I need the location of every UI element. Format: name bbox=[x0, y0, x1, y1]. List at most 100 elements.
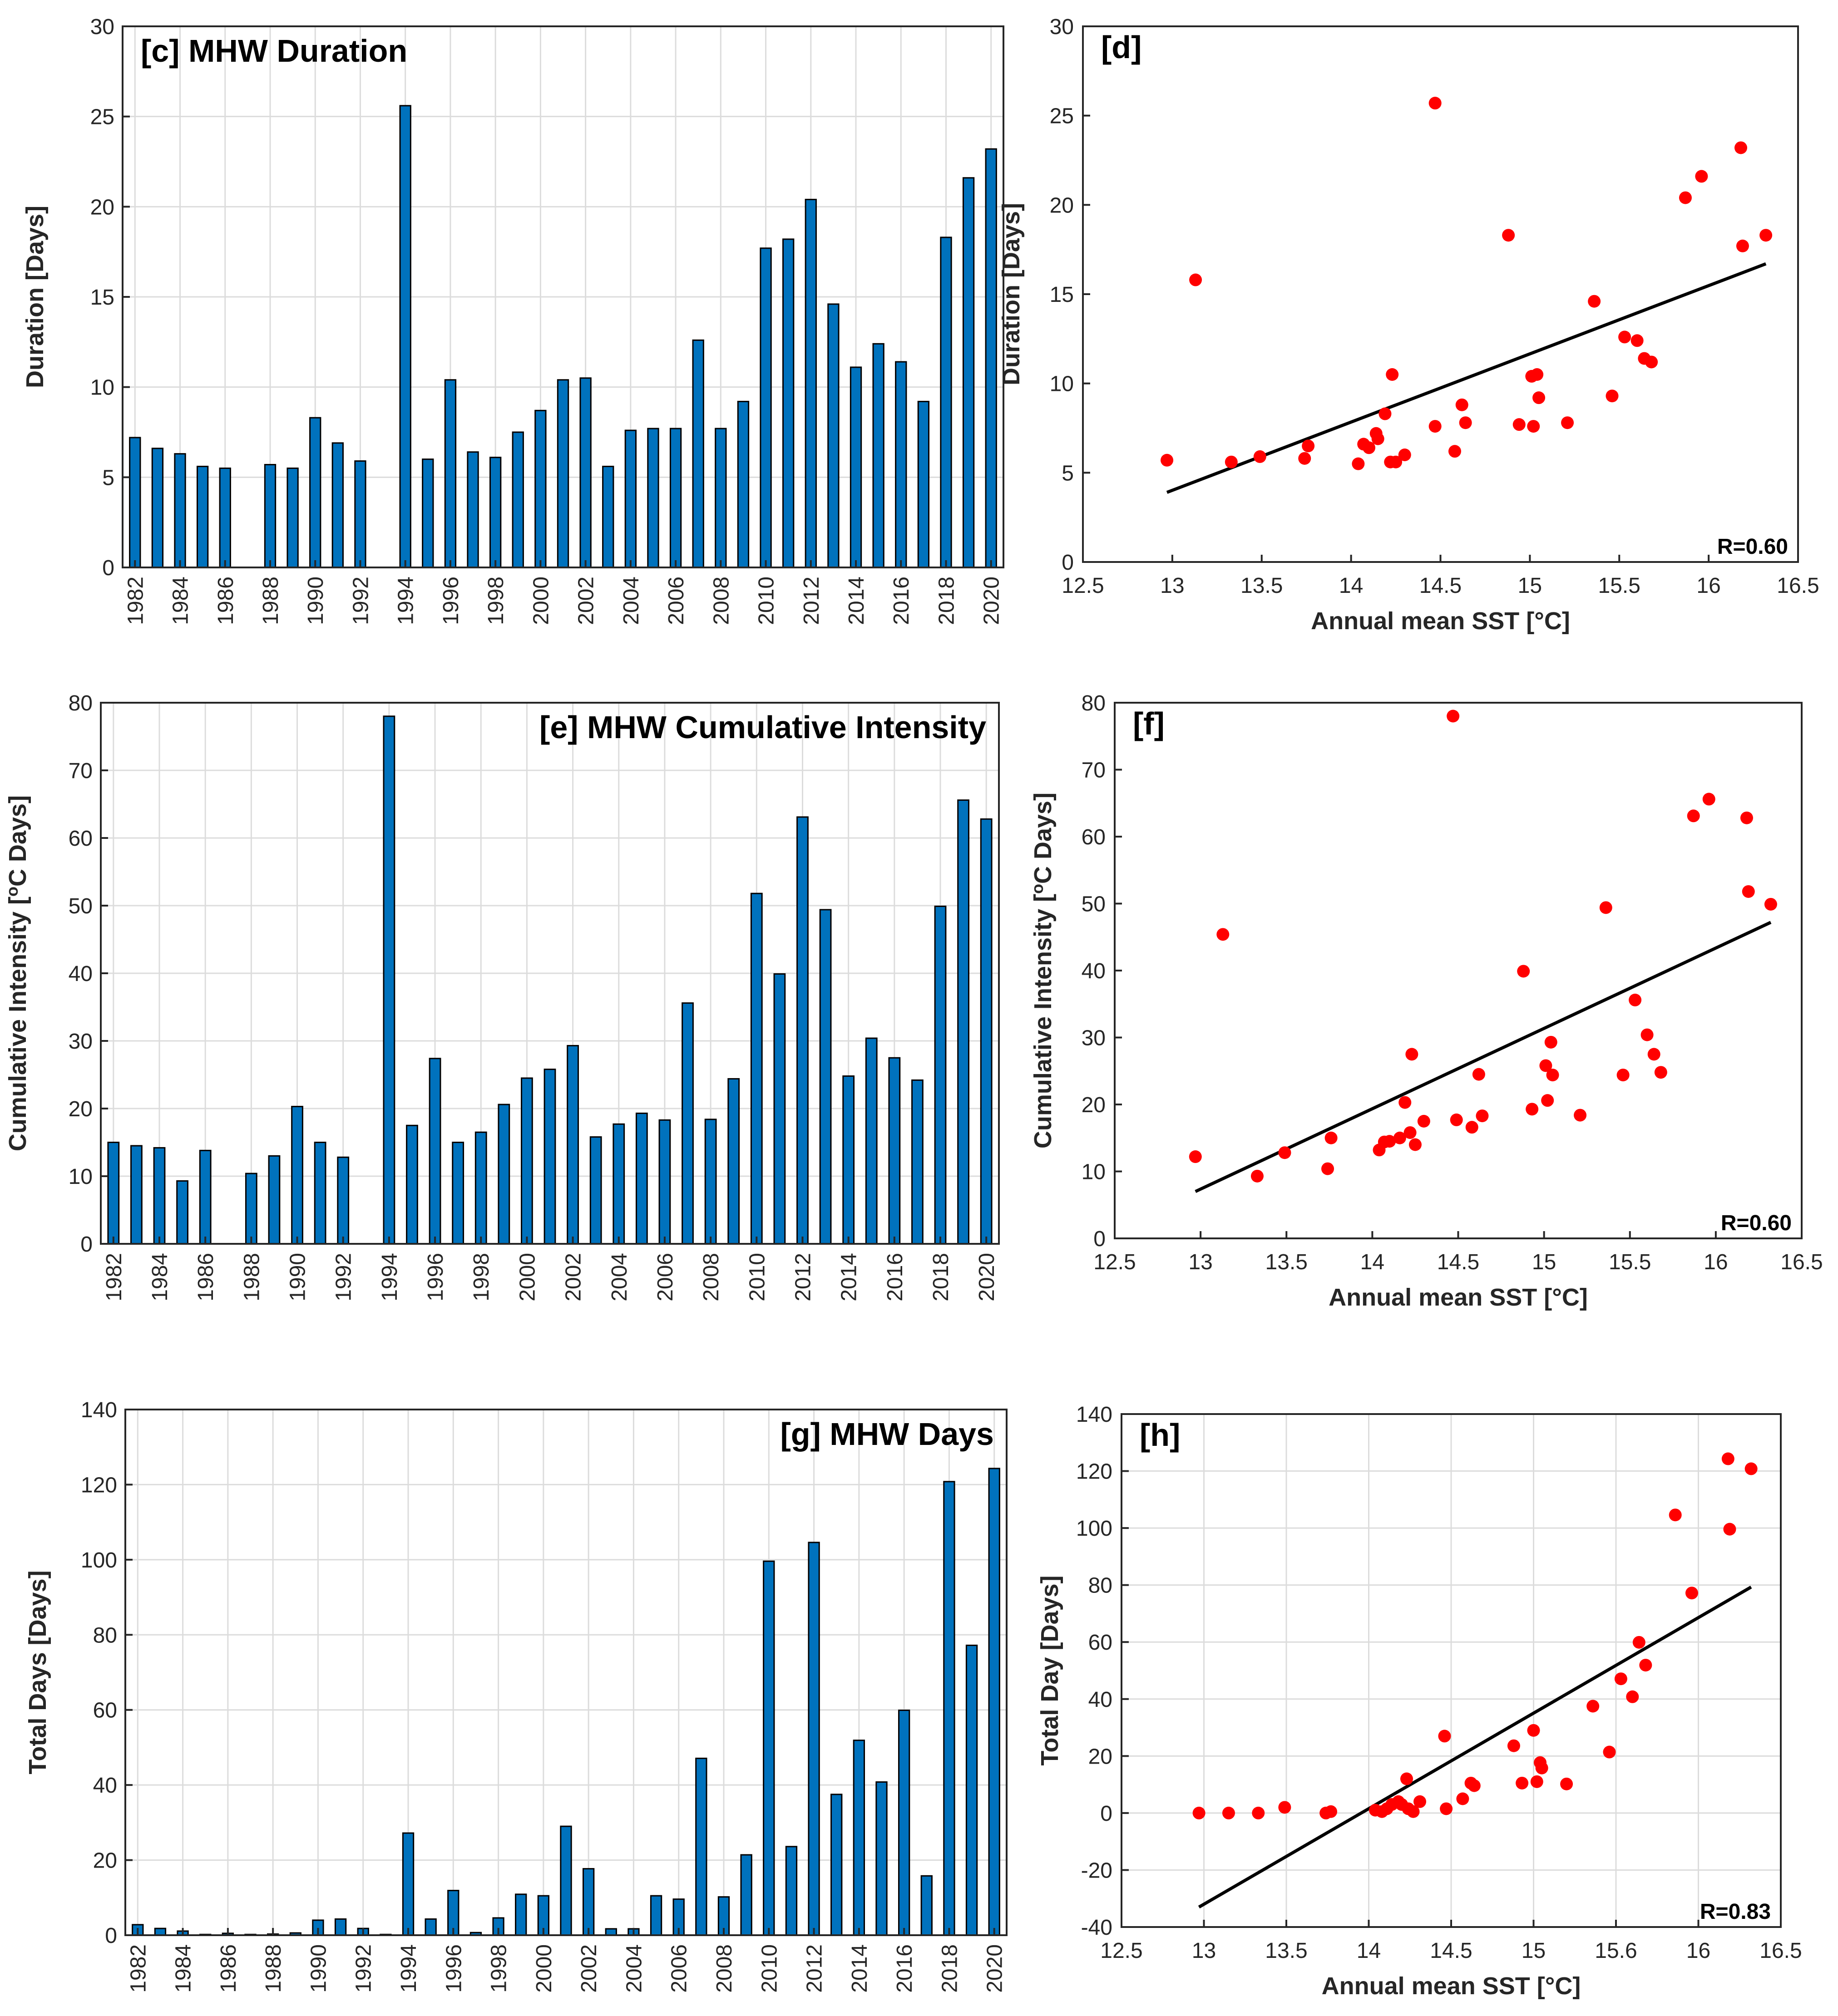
x-tick-label: 1986 bbox=[194, 1253, 218, 1301]
chart-title: [h] bbox=[1140, 1417, 1180, 1453]
data-point-1 bbox=[1161, 453, 1174, 467]
correlation-annotation: R=0.60 bbox=[1717, 535, 1788, 559]
y-tick-label: 15 bbox=[90, 286, 114, 310]
x-tick-label: 2020 bbox=[983, 1944, 1007, 1993]
data-point-4 bbox=[1253, 450, 1266, 463]
x-tick-label: 2008 bbox=[712, 1944, 736, 1993]
x-tick-label: 2004 bbox=[619, 577, 643, 625]
chart-g: 0 20 40 60 80 100 120 140 1982 1984 1986 1988 1990 19… bbox=[81, 1398, 1008, 1993]
x-tick-label: 2006 bbox=[653, 1253, 677, 1301]
data-point-31 bbox=[1618, 330, 1631, 344]
data-point-24 bbox=[1541, 1094, 1554, 1107]
x-tick-label: 2018 bbox=[938, 1944, 962, 1993]
bar-1998 bbox=[474, 1131, 487, 1245]
bar-2014 bbox=[850, 366, 862, 568]
x-tick-label: 15.5 bbox=[1609, 1250, 1651, 1274]
data-point-32 bbox=[1630, 334, 1644, 347]
bar-2003 bbox=[589, 1136, 602, 1245]
y-tick-label: 30 bbox=[69, 1030, 93, 1054]
data-point-39 bbox=[1759, 229, 1773, 242]
x-tick-label: 12.5 bbox=[1100, 1939, 1142, 1963]
bar-2000 bbox=[534, 409, 547, 568]
data-point-14 bbox=[1386, 368, 1399, 381]
x-tick-label: 2008 bbox=[709, 577, 733, 625]
bar-2010 bbox=[763, 1560, 775, 1936]
x-tick-label: 2002 bbox=[562, 1253, 586, 1301]
data-point-38 bbox=[1764, 897, 1777, 911]
x-tick-label: 1996 bbox=[442, 1944, 466, 1993]
x-axis-label: Annual mean SST [°C] bbox=[1329, 1284, 1588, 1311]
x-tick-label: 2010 bbox=[757, 1944, 781, 1993]
x-tick-label: 2016 bbox=[889, 577, 914, 625]
x-tick-label: 13 bbox=[1192, 1939, 1216, 1963]
data-point-1 bbox=[1189, 1150, 1202, 1163]
x-tick-label: 2014 bbox=[848, 1944, 872, 1993]
bar-2003 bbox=[605, 1928, 617, 1936]
x-tick-label: 16.5 bbox=[1759, 1939, 1802, 1963]
x-tick-label: 2006 bbox=[667, 1944, 692, 1993]
x-tick-label: 1988 bbox=[259, 577, 283, 625]
data-point-6 bbox=[1324, 1131, 1338, 1144]
bar-1989 bbox=[268, 1155, 281, 1245]
x-tick-label: 2020 bbox=[980, 577, 1004, 625]
chart-title: [d] bbox=[1101, 30, 1141, 65]
regression-line bbox=[1166, 262, 1767, 494]
x-tick-label: 1992 bbox=[332, 1253, 356, 1301]
data-point-34 bbox=[1645, 355, 1658, 369]
bar-2010 bbox=[750, 892, 763, 1245]
bar-1989 bbox=[287, 467, 299, 568]
x-tick-label: 2004 bbox=[622, 1944, 646, 1993]
x-tick-label: 1998 bbox=[469, 1253, 494, 1301]
bar-1990 bbox=[291, 1106, 303, 1245]
y-axis-label-text: Total Day [Days] bbox=[1036, 1575, 1063, 1765]
data-point-33 bbox=[1632, 1636, 1645, 1649]
data-point-15 bbox=[1389, 455, 1403, 468]
y-tick-label: 60 bbox=[69, 827, 93, 851]
bar-2017 bbox=[911, 1079, 924, 1245]
bar-2019 bbox=[957, 799, 969, 1245]
bar-2008 bbox=[715, 428, 727, 568]
x-axis-label: Annual mean SST [°C] bbox=[1311, 607, 1570, 635]
y-tick-label: -40 bbox=[1081, 1916, 1112, 1940]
data-point-4 bbox=[1278, 1801, 1291, 1814]
x-tick-label: 1994 bbox=[394, 577, 418, 625]
regression-line bbox=[1198, 1586, 1752, 1909]
bar-2005 bbox=[647, 428, 659, 568]
bar-2016 bbox=[898, 1710, 910, 1936]
bar-1996 bbox=[429, 1058, 441, 1245]
data-point-32 bbox=[1626, 1690, 1639, 1703]
bar-2014 bbox=[853, 1740, 865, 1936]
y-tick-label: 20 bbox=[93, 1849, 117, 1873]
x-tick-label: 14 bbox=[1339, 574, 1363, 598]
bar-1984 bbox=[153, 1147, 166, 1245]
x-tick-label: 14 bbox=[1357, 1939, 1381, 1963]
data-point-22 bbox=[1526, 1103, 1539, 1116]
x-tick-label: 1988 bbox=[262, 1944, 286, 1993]
bar-1995 bbox=[422, 458, 434, 568]
data-point-25 bbox=[1544, 1035, 1557, 1049]
y-axis-label: Duration [Days] bbox=[998, 203, 1025, 385]
bar-2018 bbox=[934, 905, 947, 1245]
data-point-37 bbox=[1742, 885, 1755, 898]
bar-1994 bbox=[383, 715, 395, 1245]
bar-2007 bbox=[692, 339, 704, 568]
data-point-36 bbox=[1685, 1587, 1698, 1600]
data-point-27 bbox=[1535, 1761, 1548, 1774]
data-point-10 bbox=[1393, 1131, 1406, 1144]
data-point-29 bbox=[1586, 1700, 1600, 1713]
bar-2013 bbox=[827, 303, 840, 568]
bar-1991 bbox=[331, 442, 344, 568]
data-point-18 bbox=[1465, 1121, 1478, 1134]
data-point-12 bbox=[1403, 1126, 1417, 1139]
y-tick-label: 50 bbox=[1082, 892, 1106, 917]
data-point-2 bbox=[1216, 928, 1230, 941]
bar-2016 bbox=[888, 1057, 901, 1245]
bar-1995 bbox=[425, 1918, 437, 1936]
bar-2017 bbox=[917, 400, 930, 568]
data-point-1 bbox=[1192, 1806, 1206, 1819]
y-tick-label: 60 bbox=[1088, 1631, 1112, 1655]
data-point-38 bbox=[1723, 1523, 1736, 1536]
bar-2018 bbox=[940, 237, 952, 568]
x-tick-label: 1986 bbox=[217, 1944, 241, 1993]
